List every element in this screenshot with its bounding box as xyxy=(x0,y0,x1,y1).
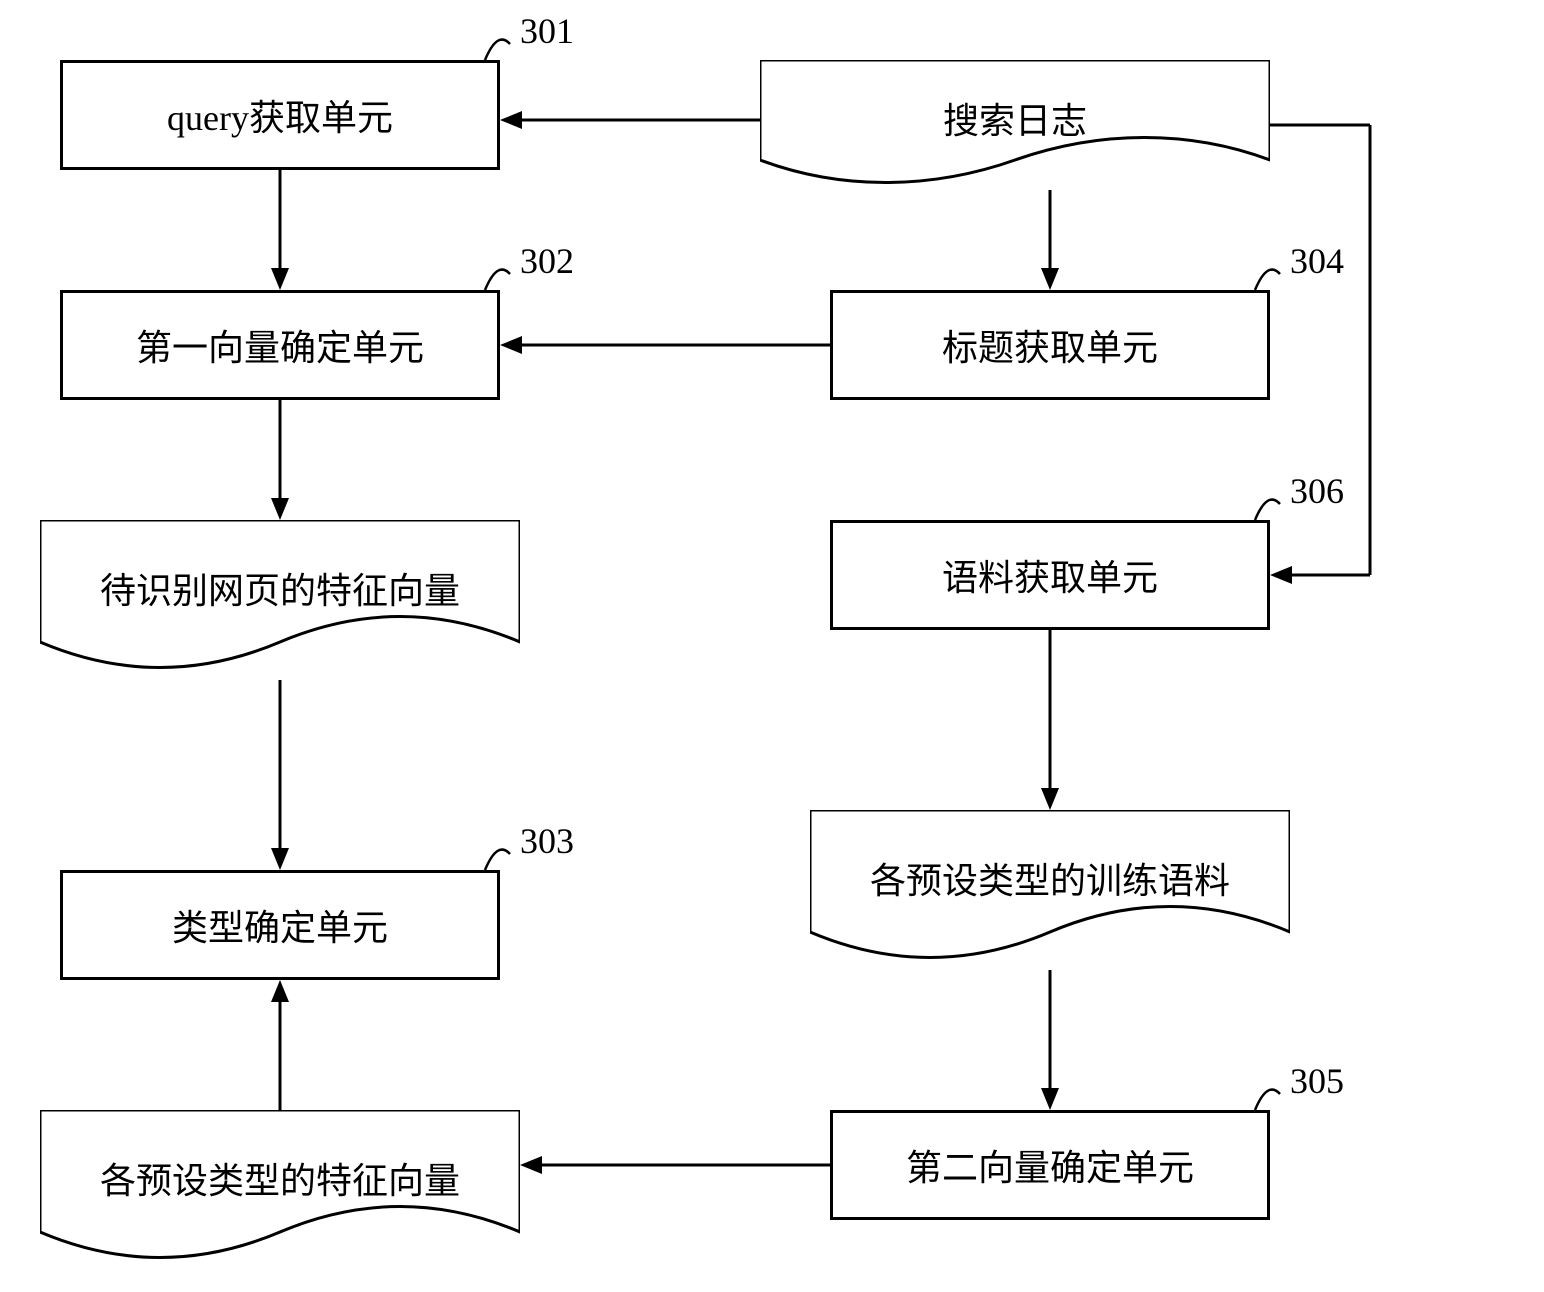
callout-305: 305 xyxy=(1290,1060,1344,1102)
node-first-vector-unit: 第一向量确定单元 xyxy=(60,290,500,400)
doc-feature-vector: 待识别网页的特征向量 xyxy=(40,520,520,680)
callout-302: 302 xyxy=(520,240,574,282)
node-label: 第一向量确定单元 xyxy=(136,319,424,371)
doc-label: 搜索日志 xyxy=(943,101,1087,141)
doc-label: 待识别网页的特征向量 xyxy=(100,571,460,611)
node-query-unit: query获取单元 xyxy=(60,60,500,170)
node-title-unit: 标题获取单元 xyxy=(830,290,1270,400)
callout-303: 303 xyxy=(520,820,574,862)
callout-301: 301 xyxy=(520,10,574,52)
node-label: 语料获取单元 xyxy=(942,549,1158,601)
doc-search-log: 搜索日志 xyxy=(760,60,1270,190)
doc-training-corpus: 各预设类型的训练语料 xyxy=(810,810,1290,970)
node-label: query获取单元 xyxy=(167,89,393,141)
node-label: 类型确定单元 xyxy=(172,899,388,951)
node-corpus-unit: 语料获取单元 xyxy=(830,520,1270,630)
node-label: 第二向量确定单元 xyxy=(906,1139,1194,1191)
doc-preset-feature-vector: 各预设类型的特征向量 xyxy=(40,1110,520,1270)
node-label: 标题获取单元 xyxy=(942,319,1158,371)
node-type-determine-unit: 类型确定单元 xyxy=(60,870,500,980)
callout-306: 306 xyxy=(1290,470,1344,512)
diagram-canvas: query获取单元 第一向量确定单元 类型确定单元 标题获取单元 第二向量确定单… xyxy=(0,0,1544,1292)
doc-label: 各预设类型的特征向量 xyxy=(100,1161,460,1201)
node-second-vector-unit: 第二向量确定单元 xyxy=(830,1110,1270,1220)
doc-label: 各预设类型的训练语料 xyxy=(870,861,1230,901)
callout-304: 304 xyxy=(1290,240,1344,282)
